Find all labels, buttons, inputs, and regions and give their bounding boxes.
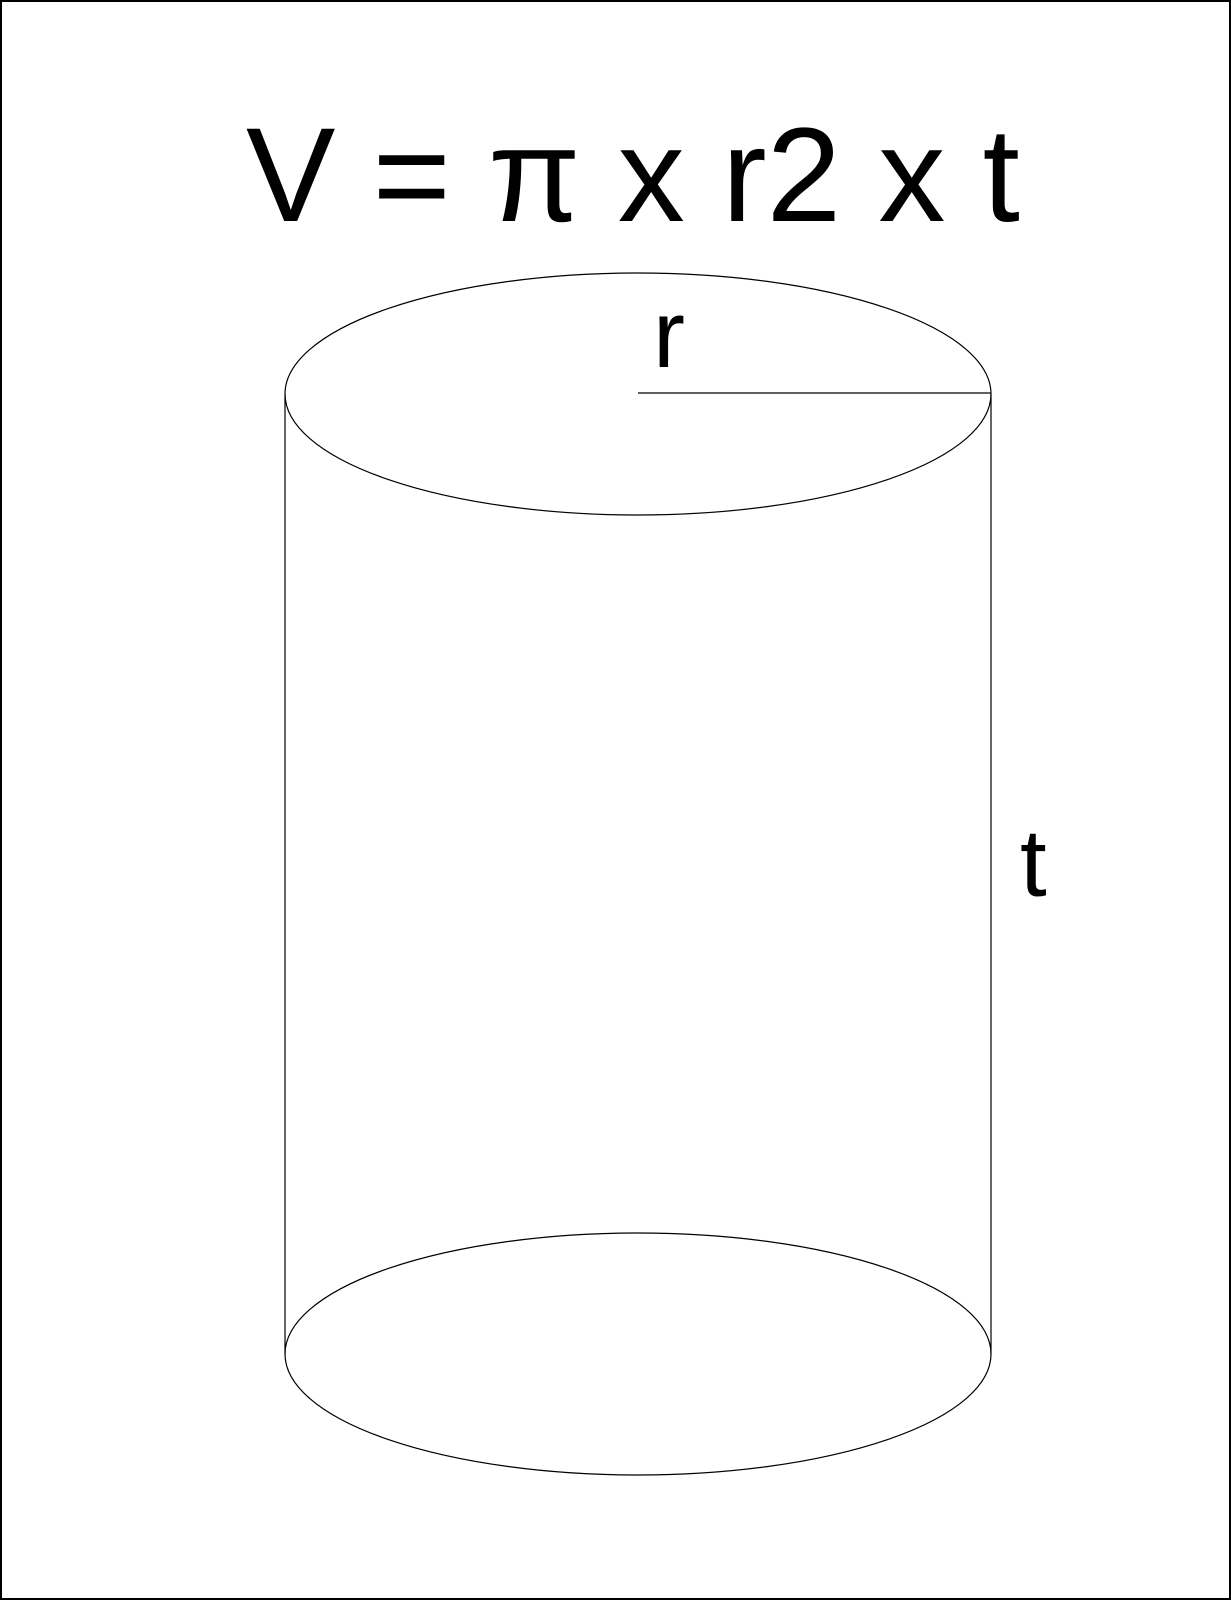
height-label: t (1020, 810, 1047, 917)
cylinder-bottom-ellipse (284, 1232, 992, 1476)
radius-label: r (653, 281, 685, 388)
cylinder-top-ellipse (284, 272, 992, 516)
volume-formula: V = π x r2 x t (246, 101, 1020, 250)
